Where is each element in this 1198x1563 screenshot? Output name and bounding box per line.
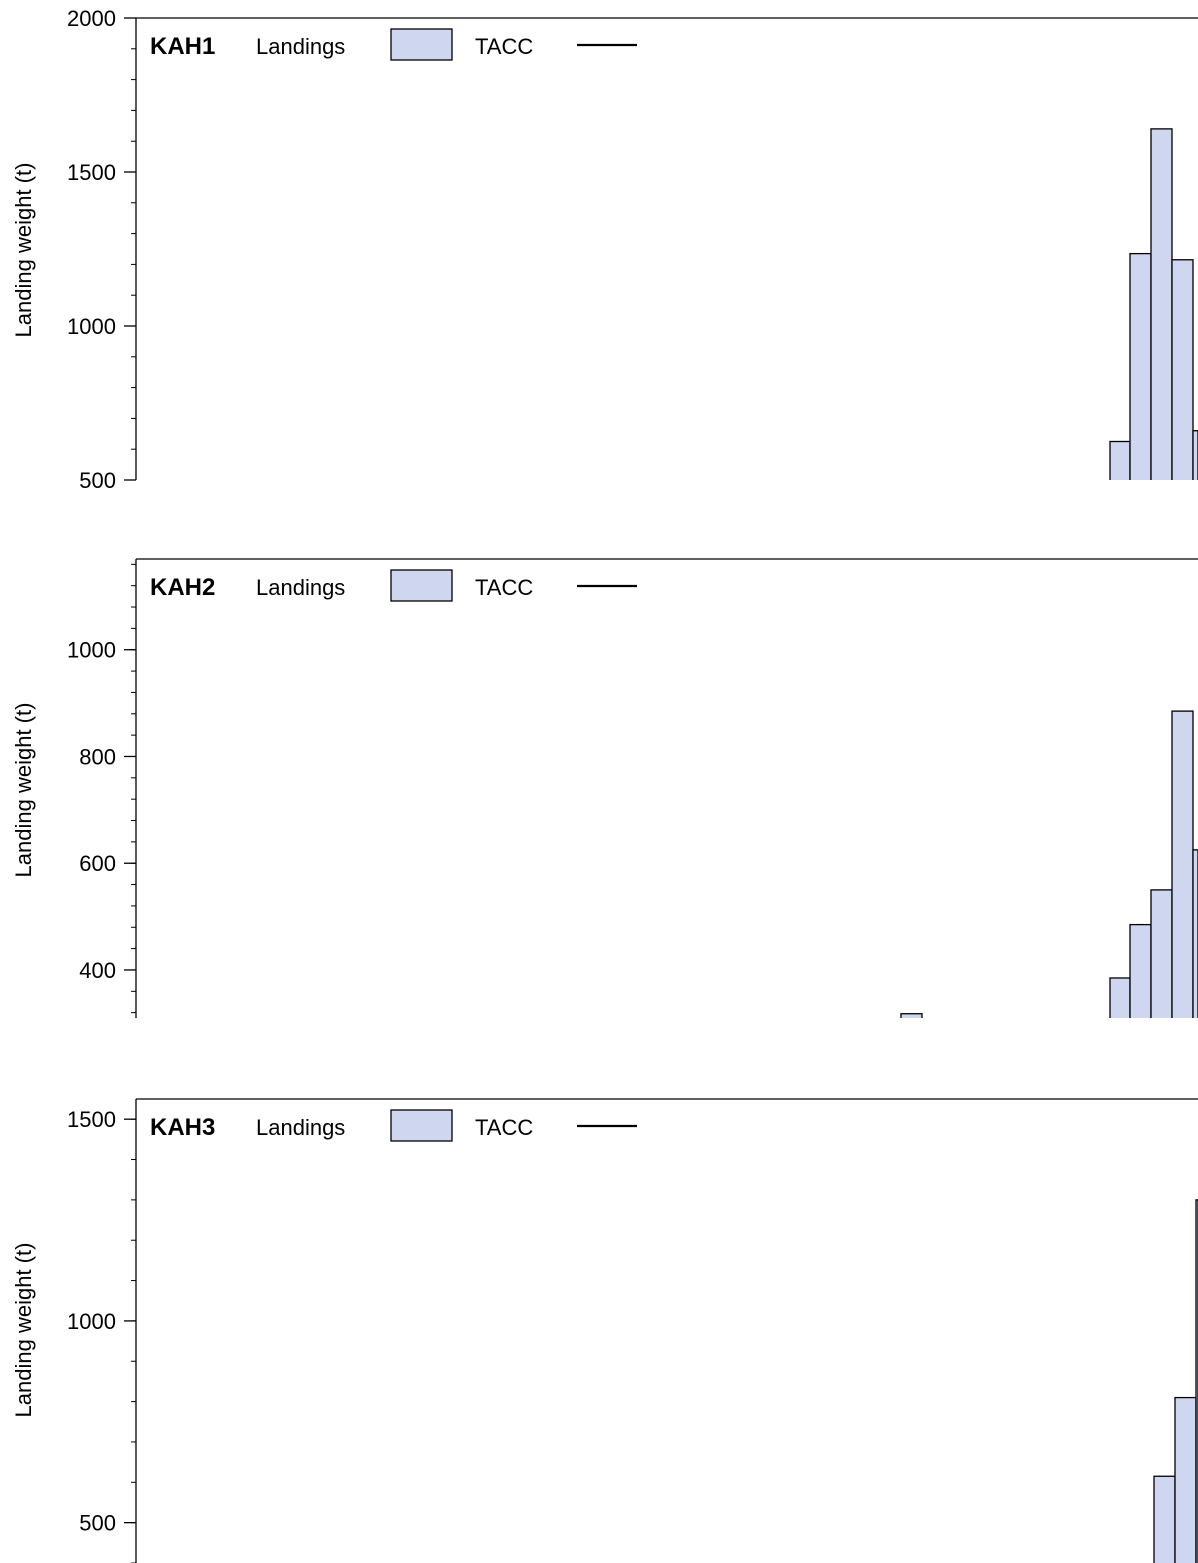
- legend-label-tacc: TACC: [475, 1115, 533, 1140]
- bars: [900, 710, 1198, 1018]
- panel-title: KAH3: [150, 1114, 215, 1141]
- y-tick-label: 1000: [67, 1309, 116, 1334]
- landings-bar: [1195, 1199, 1198, 1563]
- legend-label-landings: Landings: [256, 1115, 345, 1140]
- y-tick-label: 2000: [67, 6, 116, 31]
- y-tick-label: 500: [79, 1511, 116, 1536]
- bars: [1109, 128, 1198, 480]
- landings-bar: [1150, 128, 1173, 480]
- legend-label-tacc: TACC: [475, 34, 533, 59]
- landings-bar: [1109, 977, 1131, 1018]
- landings-bar: [1129, 252, 1152, 480]
- y-axis-label: Landing weight (t): [11, 163, 36, 338]
- landings-bar: [1192, 849, 1198, 1018]
- landings-bar: [1150, 889, 1173, 1018]
- panel-kah1: 500 1000 1500 2000 Landing weight (t) KAH1 Lan…: [11, 6, 1198, 493]
- y-axis-label: Landing weight (t): [11, 703, 36, 878]
- y-tick-label: 600: [79, 851, 116, 876]
- panel-kah3: 500 1000 1500 Landing weight (t) KAH3 Landing…: [11, 1098, 1198, 1563]
- y-axis-label: Landing weight (t): [11, 1243, 36, 1418]
- panel-title: KAH2: [150, 574, 215, 601]
- panel-kah2: 400 600 800 1000 Landing weight (t) KAH2 Landi…: [11, 558, 1198, 1018]
- legend-label-landings: Landings: [256, 34, 345, 59]
- legend-label-landings: Landings: [256, 575, 345, 600]
- y-tick-label: 1000: [67, 638, 116, 663]
- y-tick-label: 500: [79, 468, 116, 493]
- y-tick-label: 1500: [67, 1107, 116, 1132]
- landings-bar: [1109, 440, 1131, 480]
- legend-swatch-landings: [390, 1109, 453, 1142]
- landings-bar: [1174, 1396, 1197, 1563]
- landings-bar: [1153, 1475, 1176, 1563]
- y-tick-label: 1000: [67, 314, 116, 339]
- panel-title: KAH1: [150, 33, 215, 60]
- legend-swatch-landings: [390, 28, 453, 61]
- legend-label-tacc: TACC: [475, 575, 533, 600]
- bars: [1153, 1199, 1198, 1563]
- landings-bar: [1171, 710, 1194, 1018]
- y-tick-label: 800: [79, 744, 116, 769]
- landings-bar: [1171, 259, 1194, 480]
- y-tick-label: 1500: [67, 160, 116, 185]
- landings-bar: [1192, 430, 1198, 480]
- y-tick-label: 400: [79, 958, 116, 983]
- legend-swatch-landings: [390, 569, 453, 602]
- landings-bar: [1129, 923, 1152, 1018]
- landings-bar: [900, 1013, 923, 1018]
